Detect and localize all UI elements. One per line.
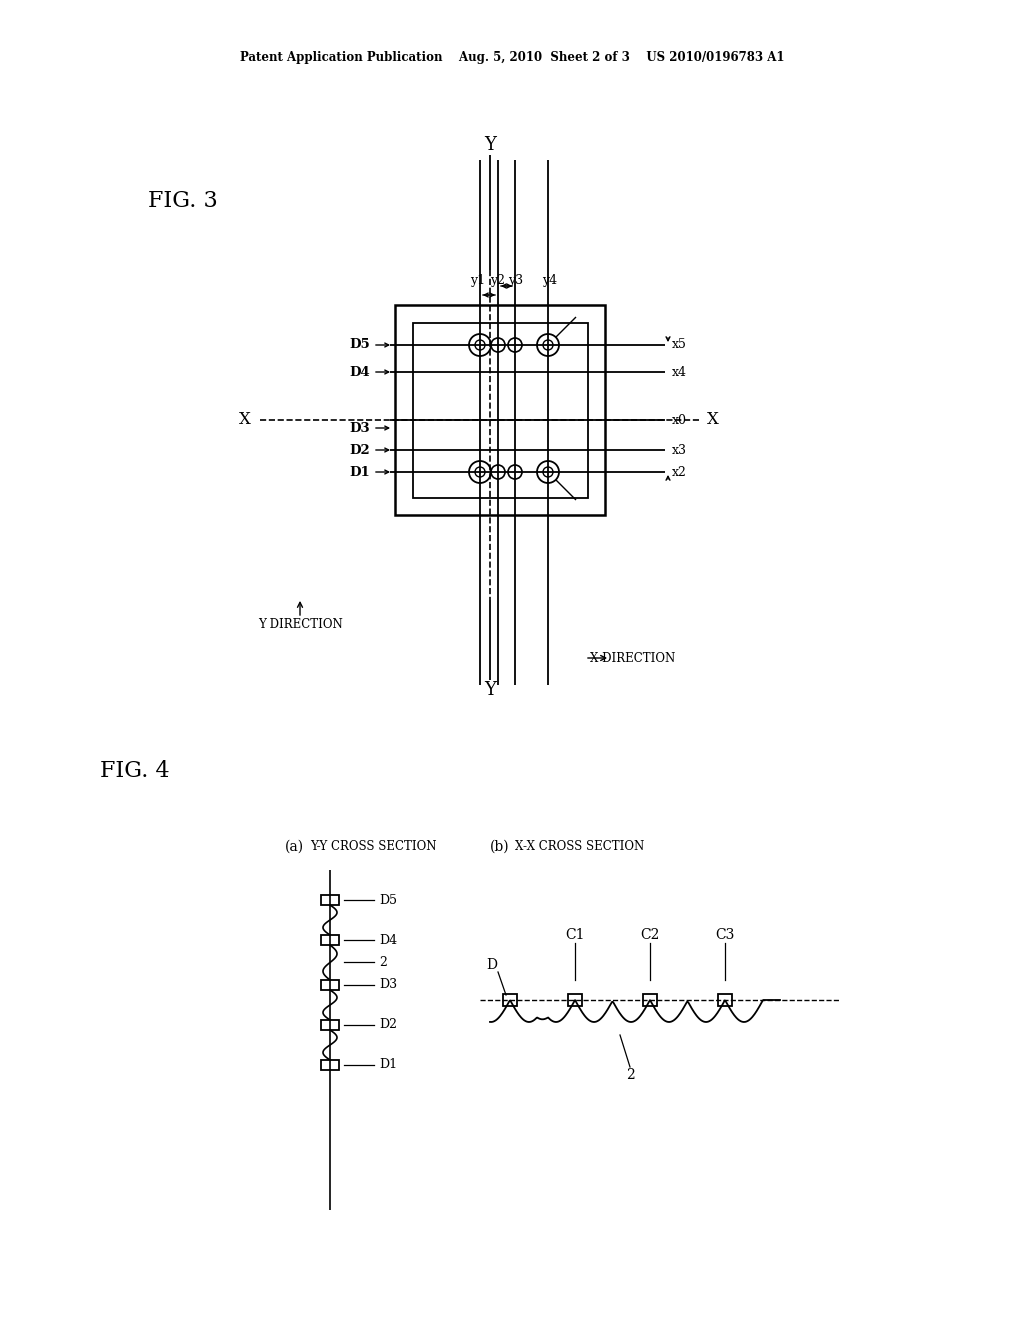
Text: x4: x4: [672, 366, 687, 379]
Text: x2: x2: [672, 466, 687, 479]
Text: D1: D1: [379, 1059, 397, 1072]
Circle shape: [469, 461, 490, 483]
Text: 2: 2: [379, 956, 387, 969]
Text: C3: C3: [716, 928, 734, 942]
Text: y2: y2: [490, 275, 506, 286]
Text: D2: D2: [349, 444, 370, 457]
Text: (a): (a): [285, 840, 304, 854]
Bar: [568, 994, 582, 1006]
Bar: [321, 1060, 339, 1071]
Text: X: X: [707, 412, 719, 429]
Bar: [643, 994, 657, 1006]
Bar: [321, 1020, 339, 1030]
Text: Y: Y: [484, 681, 496, 700]
Text: D5: D5: [349, 338, 370, 351]
Text: x0: x0: [672, 413, 687, 426]
Text: Y: Y: [484, 136, 496, 154]
Text: y1: y1: [470, 275, 485, 286]
Bar: [395, 305, 605, 515]
Text: y3: y3: [509, 275, 523, 286]
Text: Y-Y CROSS SECTION: Y-Y CROSS SECTION: [310, 840, 436, 853]
Text: x5: x5: [672, 338, 687, 351]
Bar: [718, 994, 732, 1006]
Text: FIG. 4: FIG. 4: [100, 760, 170, 781]
Text: D4: D4: [379, 933, 397, 946]
Text: X-X CROSS SECTION: X-X CROSS SECTION: [515, 840, 644, 853]
Bar: [321, 935, 339, 945]
Text: D3: D3: [349, 421, 370, 434]
Text: x3: x3: [672, 444, 687, 457]
Bar: [503, 994, 517, 1006]
Text: 2: 2: [626, 1068, 635, 1082]
Circle shape: [537, 334, 559, 356]
Text: D3: D3: [379, 978, 397, 991]
Text: C1: C1: [565, 928, 585, 942]
Text: D1: D1: [349, 466, 370, 479]
Text: C2: C2: [640, 928, 659, 942]
Text: y4: y4: [543, 275, 557, 286]
Circle shape: [490, 465, 505, 479]
Text: D4: D4: [349, 366, 370, 379]
Text: Patent Application Publication    Aug. 5, 2010  Sheet 2 of 3    US 2010/0196783 : Patent Application Publication Aug. 5, 2…: [240, 51, 784, 65]
Bar: [321, 979, 339, 990]
Text: FIG. 3: FIG. 3: [148, 190, 218, 213]
Text: X: X: [239, 412, 251, 429]
Bar: [413, 323, 588, 498]
Circle shape: [537, 461, 559, 483]
Text: D5: D5: [379, 894, 397, 907]
Bar: [321, 895, 339, 906]
Circle shape: [508, 465, 522, 479]
Text: D: D: [486, 958, 498, 972]
Circle shape: [508, 338, 522, 352]
Text: D2: D2: [379, 1019, 397, 1031]
Text: (b): (b): [490, 840, 510, 854]
Text: Y DIRECTION: Y DIRECTION: [258, 619, 342, 631]
Circle shape: [490, 338, 505, 352]
Circle shape: [469, 334, 490, 356]
Text: X DIRECTION: X DIRECTION: [590, 652, 675, 664]
